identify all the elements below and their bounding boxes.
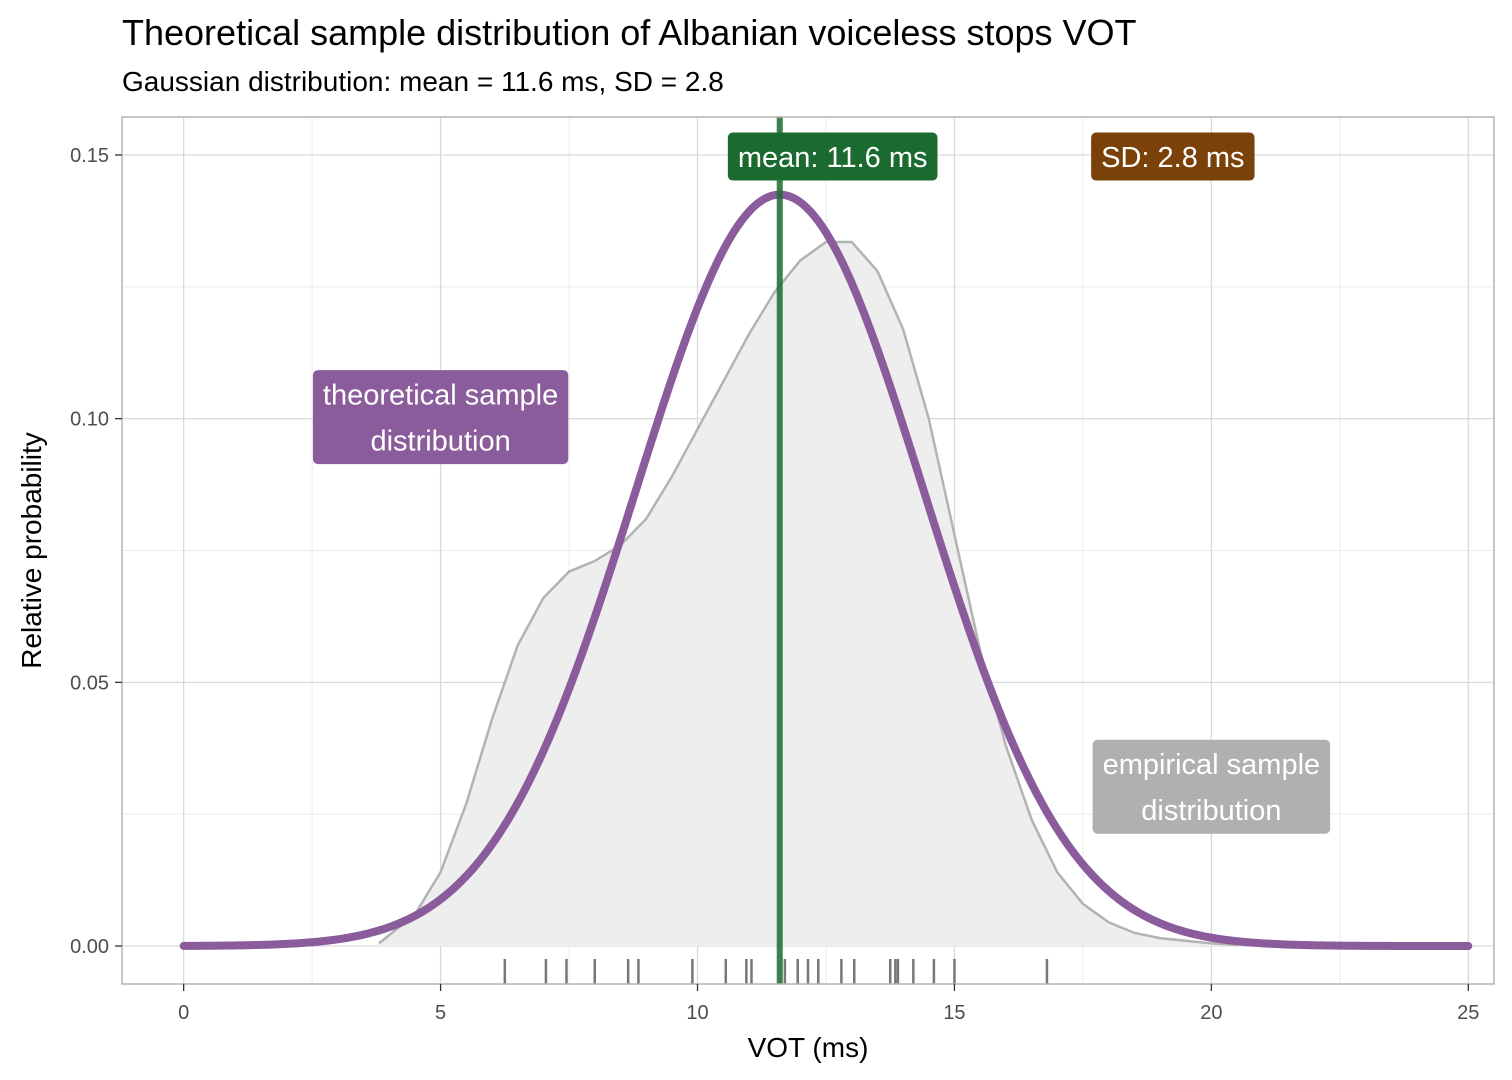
theoretical-label-text: theoretical sample xyxy=(323,380,558,412)
empirical-density-line xyxy=(378,240,1238,947)
y-tick-label: 0.15 xyxy=(70,145,109,167)
theoretical-label-box xyxy=(312,370,569,465)
empirical-label: empirical sample distribution xyxy=(1092,739,1331,834)
theoretical-label-text: distribution xyxy=(370,426,510,458)
x-tick-label: 5 xyxy=(435,1002,446,1024)
y-tick-label: 0.10 xyxy=(70,409,109,431)
empirical-label-text: empirical sample xyxy=(1103,749,1321,781)
empirical-density-area xyxy=(378,241,1238,947)
y-tick-label: 0.00 xyxy=(70,936,109,958)
sd-label-box xyxy=(1091,132,1255,181)
theoretical-label: theoretical sample distribution xyxy=(312,370,569,465)
x-axis-title: VOT (ms) xyxy=(748,1032,869,1063)
mean-label-text: mean: 11.6 ms xyxy=(738,142,928,174)
x-tick-label: 0 xyxy=(178,1002,189,1024)
x-tick-label: 20 xyxy=(1200,1002,1222,1024)
sd-label-text: SD: 2.8 ms xyxy=(1101,142,1244,174)
empirical-label-text: distribution xyxy=(1141,795,1281,827)
mean-label-box xyxy=(727,132,938,181)
x-tick-label: 10 xyxy=(686,1002,708,1024)
x-tick-label: 15 xyxy=(943,1002,965,1024)
theoretical-gaussian-curve xyxy=(179,190,1473,951)
y-tick-label: 0.05 xyxy=(70,672,109,694)
y-axis-title: Relative probability xyxy=(16,432,47,669)
x-tick-label: 25 xyxy=(1457,1002,1479,1024)
sd-label: SD: 2.8 ms xyxy=(1091,132,1255,181)
chart-title: Theoretical sample distribution of Alban… xyxy=(122,12,1137,53)
empirical-label-box xyxy=(1092,739,1331,834)
plot-panel-border xyxy=(121,116,1495,985)
mean-label: mean: 11.6 ms xyxy=(727,132,938,181)
chart-subtitle: Gaussian distribution: mean = 11.6 ms, S… xyxy=(122,66,724,97)
